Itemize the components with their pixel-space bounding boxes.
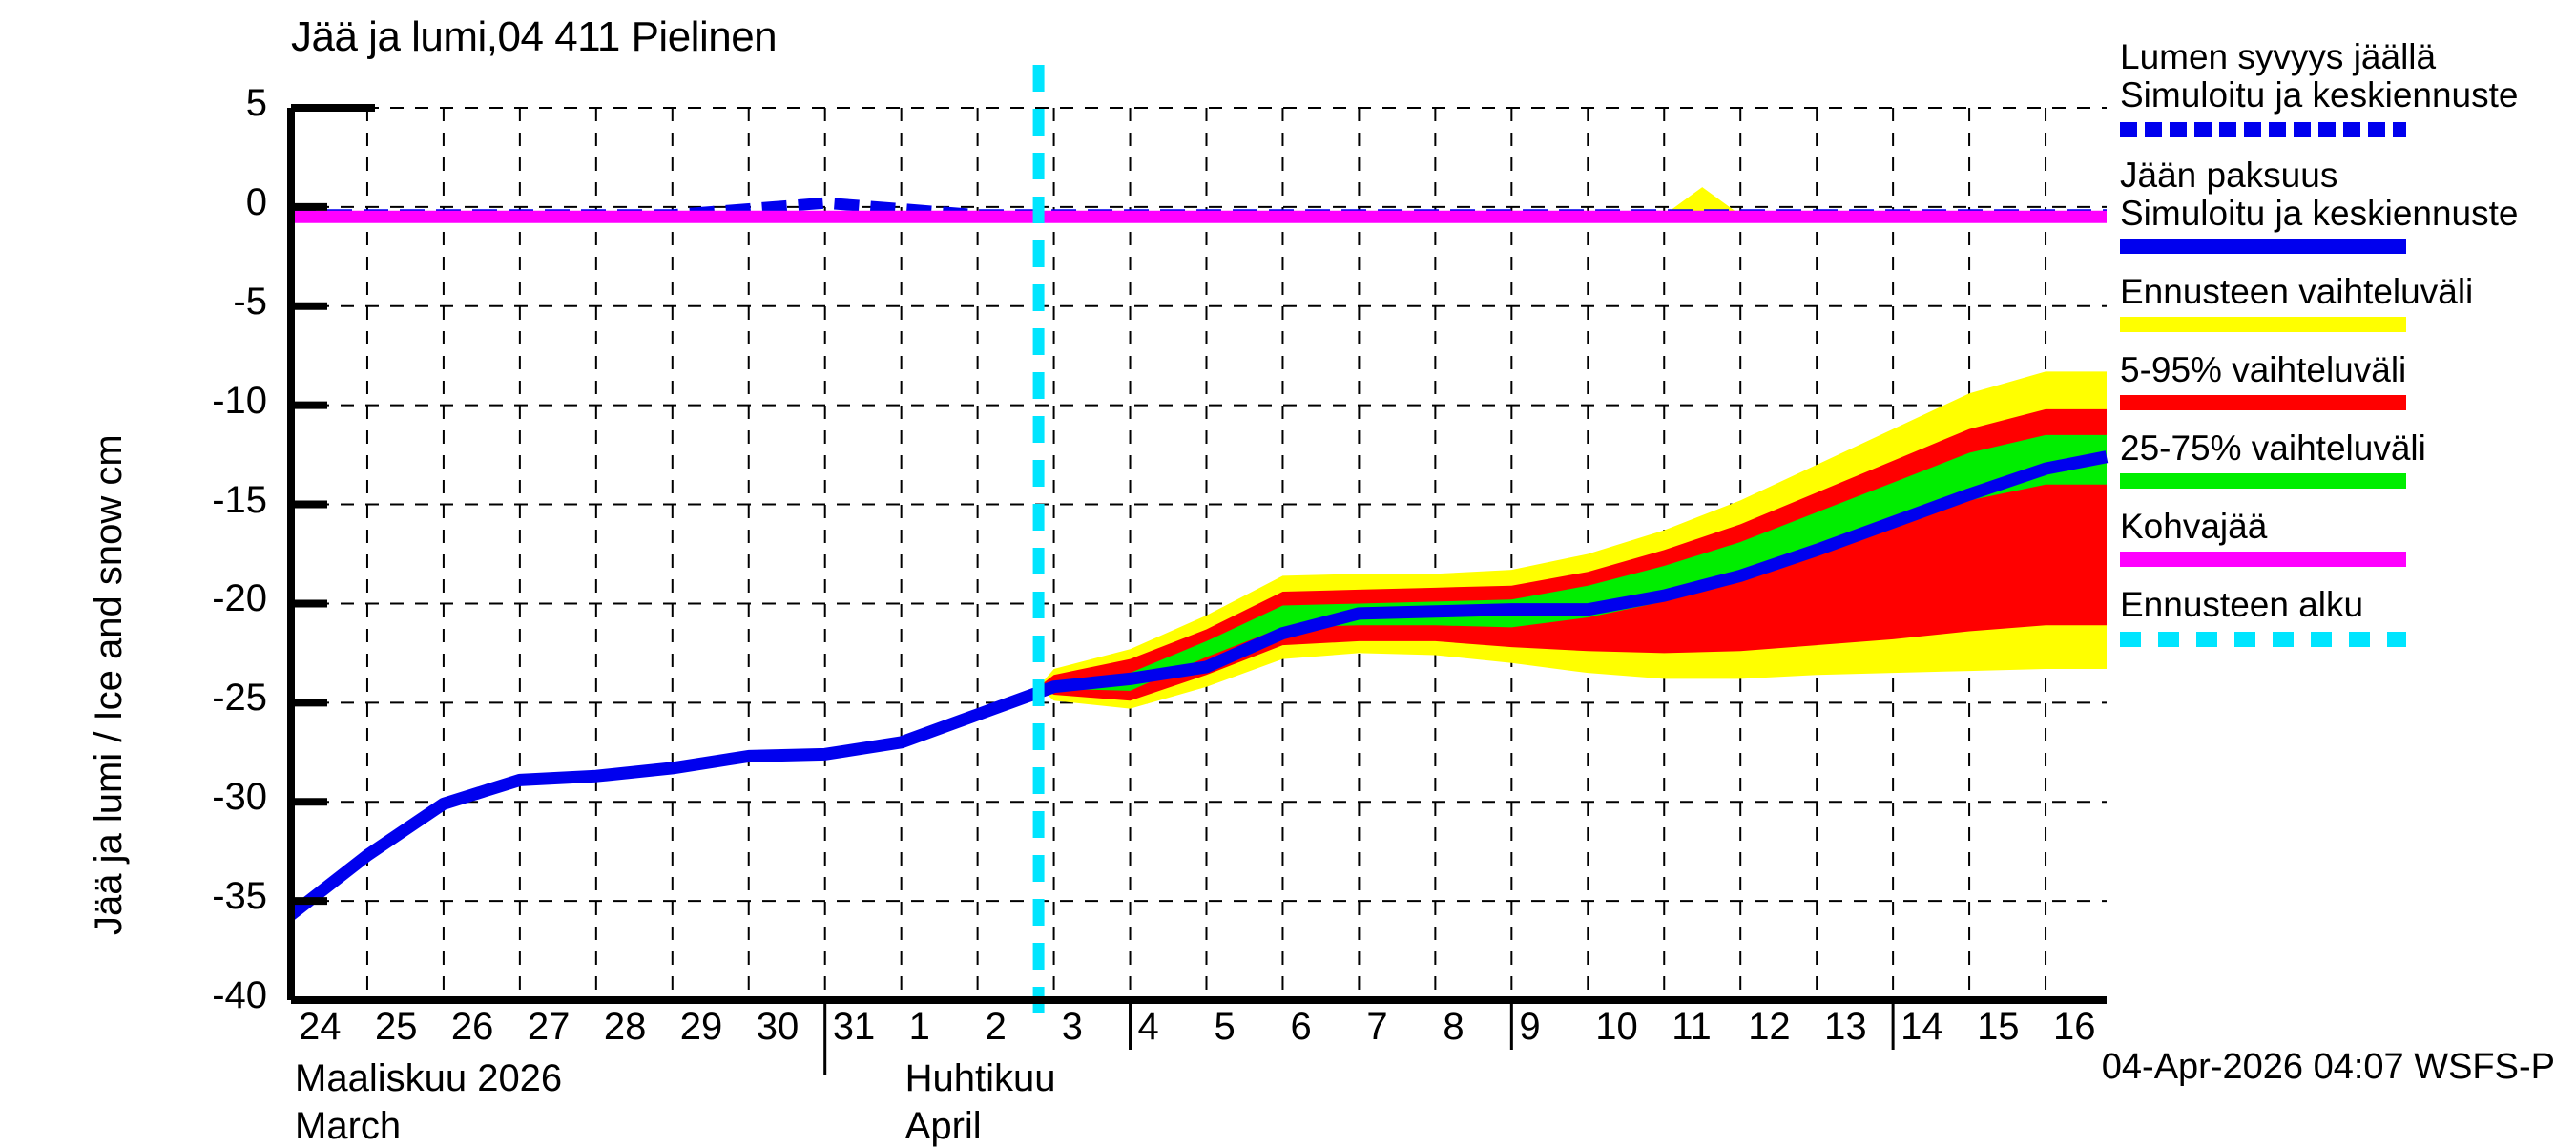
y-tick-label: -5 xyxy=(233,280,267,323)
legend-item: Ennusteen vaihteluväli xyxy=(2120,271,2568,332)
x-tick-label: 2 xyxy=(985,1006,1007,1048)
axis-frame xyxy=(287,104,2107,1004)
y-tick-label: -40 xyxy=(212,974,267,1016)
page-title: Jää ja lumi,04 411 Pielinen xyxy=(291,13,778,60)
legend-swatch xyxy=(2120,631,2406,647)
legend-item-title: 25-75% vaihteluväli xyxy=(2120,428,2426,468)
x-axis-caption-march-en: March xyxy=(295,1105,402,1147)
legend-item: Ennusteen alku xyxy=(2120,584,2568,647)
x-tick-label: 10 xyxy=(1595,1006,1638,1048)
x-tick-label: 27 xyxy=(527,1006,571,1048)
legend-item-title: Kohvajää xyxy=(2120,506,2268,546)
series-line xyxy=(287,450,2109,920)
legend-item: Lumen syvyys jäällä Simuloitu ja keskienn… xyxy=(2120,38,2568,137)
x-tick-label: 30 xyxy=(756,1006,800,1048)
x-tick-label: 16 xyxy=(2053,1006,2096,1048)
legend-item-subtitle: Simuloitu ja keskiennuste xyxy=(2120,74,2519,115)
x-tick-label: 3 xyxy=(1061,1006,1083,1048)
y-tick-label: -25 xyxy=(212,677,267,720)
x-axis-caption-april-fi: Huhtikuu xyxy=(904,1057,1056,1099)
legend-item-title: 5-95% vaihteluväli xyxy=(2120,349,2407,389)
legend-item: 5-95% vaihteluväli xyxy=(2120,349,2568,410)
legend-item-title: Lumen syvyys jäällä xyxy=(2120,37,2437,76)
y-tick-label: 5 xyxy=(245,82,267,124)
y-tick-label: -30 xyxy=(212,776,267,819)
legend-item: Jään paksuus Simuloitu ja keskiennuste xyxy=(2120,155,2568,254)
x-tick-label: 6 xyxy=(1290,1006,1312,1048)
legend-item-title: Jään paksuus xyxy=(2120,155,2338,195)
x-axis-caption-march-fi: Maaliskuu 2026 xyxy=(295,1057,563,1099)
grid-lines xyxy=(291,107,2107,1000)
x-tick-label: 31 xyxy=(832,1006,876,1048)
y-tick-label: 0 xyxy=(245,180,267,223)
forecast-bands xyxy=(1038,371,2107,709)
x-tick-label: 15 xyxy=(1977,1006,2020,1048)
x-tick-label: 28 xyxy=(603,1006,647,1048)
x-tick-label: 12 xyxy=(1748,1006,1791,1048)
legend-swatch xyxy=(2120,394,2406,410)
x-tick-label: 24 xyxy=(299,1006,342,1048)
month-separators xyxy=(823,1000,1895,1075)
legend-item-title: Ennusteen vaihteluväli xyxy=(2120,271,2474,311)
legend-item-subtitle: Simuloitu ja keskiennuste xyxy=(2120,193,2519,233)
x-tick-label: 26 xyxy=(450,1006,494,1048)
x-tick-label: 7 xyxy=(1366,1006,1388,1048)
x-tick-label: 9 xyxy=(1519,1006,1541,1048)
x-tick-label: 1 xyxy=(908,1006,930,1048)
x-tick-label: 29 xyxy=(679,1006,723,1048)
data-series xyxy=(287,197,2109,920)
legend-swatch xyxy=(2120,121,2406,137)
y-tick-label: -10 xyxy=(212,379,267,422)
x-tick-label: 4 xyxy=(1137,1006,1159,1048)
x-tick-label: 11 xyxy=(1672,1006,1712,1048)
x-tick-label: 5 xyxy=(1214,1006,1236,1048)
x-tick-label: 14 xyxy=(1901,1006,1943,1048)
legend-item: Kohvajää xyxy=(2120,506,2568,567)
legend-swatch xyxy=(2120,472,2406,489)
x-axis-caption-april-en: April xyxy=(904,1105,982,1147)
chart-legend: Lumen syvyys jäällä Simuloitu ja keskienn… xyxy=(2120,38,2568,666)
snow-forecast-band xyxy=(1588,187,1818,216)
legend-item-title: Ennusteen alku xyxy=(2120,584,2364,624)
legend-swatch xyxy=(2120,551,2406,567)
y-tick-label: -20 xyxy=(212,577,267,620)
band-00ee00 xyxy=(1038,434,2107,691)
y-tick-label: -15 xyxy=(212,478,267,521)
y-tick-label: -35 xyxy=(212,875,267,918)
legend-swatch xyxy=(2120,316,2406,332)
legend-item: 25-75% vaihteluväli xyxy=(2120,428,2568,489)
x-tick-label: 13 xyxy=(1824,1006,1867,1048)
x-tick-label: 25 xyxy=(374,1006,418,1048)
x-tick-label: 8 xyxy=(1443,1006,1465,1048)
legend-swatch xyxy=(2120,238,2406,254)
footer-timestamp: 04-Apr-2026 04:07 WSFS-P xyxy=(2101,1047,2555,1087)
